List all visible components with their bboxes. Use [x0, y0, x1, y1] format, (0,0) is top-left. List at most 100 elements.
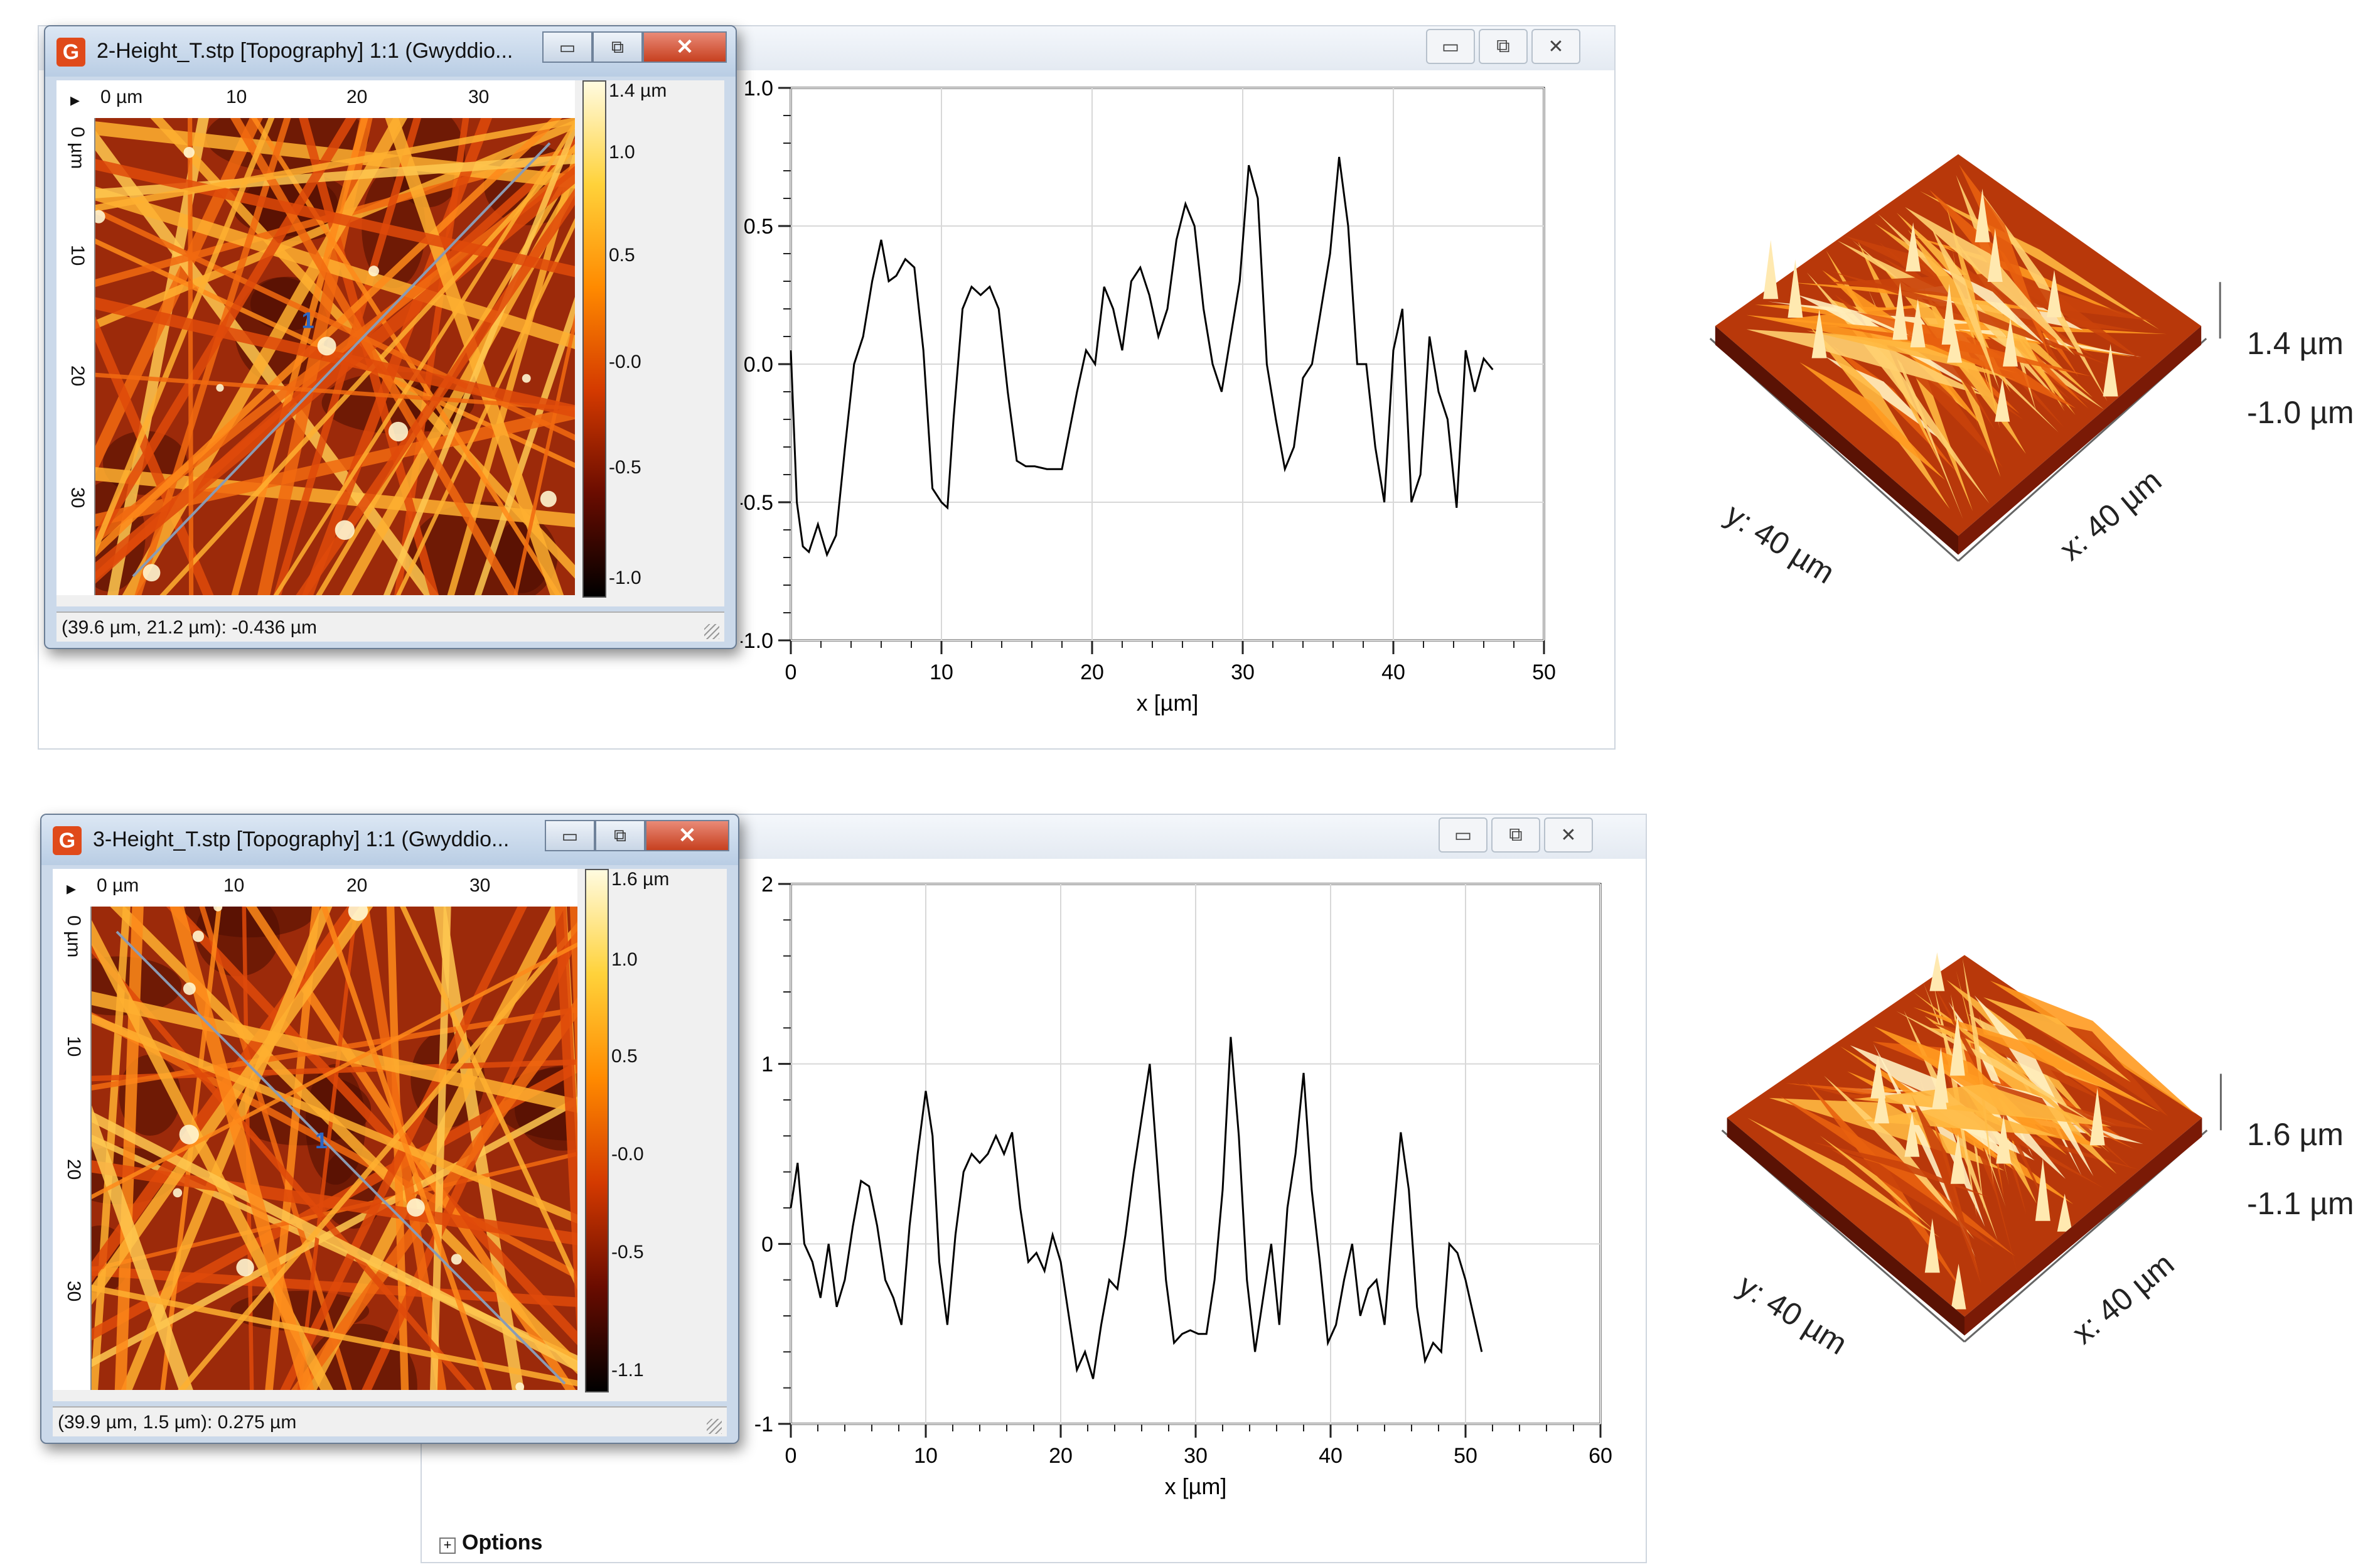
hruler-label: 20: [346, 875, 368, 896]
ruler-arrow-icon[interactable]: ▸: [70, 90, 80, 110]
surface-side: [1715, 326, 1958, 555]
restore-button[interactable]: ⧉: [595, 820, 645, 851]
profile-selection-line[interactable]: [132, 142, 551, 578]
bright-spot: [317, 337, 336, 356]
close-button[interactable]: ✕: [645, 820, 729, 851]
bright-spot: [173, 1188, 183, 1198]
topography-image[interactable]: 1: [92, 907, 577, 1390]
close-button[interactable]: ✕: [1531, 29, 1580, 64]
x-tick-label: 40: [1381, 660, 1405, 684]
x-tick-label: 30: [1184, 1444, 1208, 1468]
surface-z-top: 1.6 µm: [2247, 1117, 2344, 1152]
fiber-strand: [383, 119, 575, 595]
window-titlebar[interactable]: G 3-Height_T.stp [Topography] 1:1 (Gwydd…: [41, 815, 738, 865]
surface-ridge: [1853, 1084, 2112, 1127]
data-window-2[interactable]: G 3-Height_T.stp [Topography] 1:1 (Gwydd…: [40, 814, 739, 1444]
gwyddion-app-icon: G: [53, 826, 82, 855]
surface-side: [1965, 1117, 2202, 1336]
surface-peak: [1904, 1112, 1920, 1157]
surface-peak: [2035, 1158, 2050, 1221]
bright-spot: [522, 374, 531, 383]
colorbar-label: 1.4 µm: [609, 80, 667, 101]
bright-spot: [348, 907, 368, 921]
x-tick-label: 10: [914, 1444, 938, 1468]
surface-peak: [1763, 240, 1779, 299]
surface-peak: [1874, 1081, 1890, 1124]
window-titlebar[interactable]: G 2-Height_T.stp [Topography] 1:1 (Gwydd…: [45, 26, 736, 77]
x-axis-label: x [µm]: [1137, 690, 1199, 716]
minimize-button[interactable]: ▭: [542, 31, 592, 63]
surface-peak: [2103, 343, 2118, 397]
vruler-label: 10: [63, 1036, 84, 1057]
surface-3d-view: [1721, 952, 2222, 1343]
topography-image[interactable]: 1: [95, 118, 575, 595]
surface-peak: [1996, 1115, 2012, 1164]
surface-side: [1958, 326, 2202, 555]
surface-ridge: [1825, 357, 1942, 441]
x-tick-label: 0: [785, 1444, 797, 1468]
colorbar: [582, 80, 606, 598]
fiber-strand: [159, 144, 575, 595]
x-tick-label: 30: [1231, 660, 1255, 684]
ruler-arrow-icon[interactable]: ▸: [67, 878, 77, 899]
surface-ridge: [1873, 1091, 2035, 1161]
vruler-label: 0 µm: [67, 127, 88, 170]
y-tick-label: 0: [761, 1232, 773, 1256]
bright-spot: [451, 1254, 462, 1265]
vertical-ruler: 0 µm 10 20 30: [56, 118, 95, 595]
surface-peak: [1892, 283, 1908, 340]
bright-spot: [183, 982, 196, 995]
close-button[interactable]: ✕: [643, 31, 727, 63]
colorbar-label: 1.0: [611, 949, 638, 970]
expander-plus-icon: +: [439, 1537, 456, 1554]
maximize-button[interactable]: ⧉: [1479, 29, 1528, 64]
resize-grip-icon[interactable]: [704, 624, 719, 639]
maximize-button[interactable]: ⧉: [1491, 817, 1540, 853]
bright-spot: [179, 1124, 199, 1144]
fiber-strand: [95, 297, 575, 417]
profile-selection-line[interactable]: [115, 930, 566, 1385]
surface-peak: [1987, 229, 2003, 282]
minimize-button[interactable]: ▭: [1439, 817, 1488, 853]
x-tick-label: 40: [1319, 1444, 1343, 1468]
fiber-strand: [122, 118, 408, 595]
resize-grip-icon[interactable]: [707, 1419, 722, 1434]
hruler-label: 10: [226, 87, 247, 107]
minimize-button[interactable]: ▭: [545, 820, 595, 851]
x-tick-label: 50: [1454, 1444, 1477, 1468]
hruler-label: 0 µm: [100, 87, 143, 107]
surface-peak: [2057, 1193, 2072, 1232]
colorbar-label: -0.0: [609, 352, 641, 372]
y-tick-label: 0.5: [744, 215, 773, 239]
colorbar-label: -1.0: [609, 568, 641, 588]
fiber-strand: [92, 1105, 193, 1390]
surface-peak: [2089, 1087, 2105, 1146]
vruler-label: 0 µm: [63, 915, 84, 958]
colorbar-label: 0.5: [611, 1046, 638, 1067]
vruler-label: 30: [67, 487, 88, 509]
surface-peak: [2046, 270, 2062, 318]
x-tick-label: 60: [1589, 1444, 1612, 1468]
surface-peak: [1811, 309, 1827, 358]
surface-ridge: [1946, 207, 2000, 429]
colorbar-label: 1.6 µm: [611, 869, 670, 890]
fiber-strand: [92, 1111, 577, 1372]
data-window-1[interactable]: G 2-Height_T.stp [Topography] 1:1 (Gwydd…: [44, 25, 737, 649]
fiber-strand: [92, 1012, 577, 1280]
options-expander[interactable]: + Options: [439, 1531, 542, 1555]
status-bar: (39.6 µm, 21.2 µm): -0.436 µm: [56, 611, 724, 642]
minimize-button[interactable]: ▭: [1426, 29, 1475, 64]
fiber-strand: [199, 907, 353, 1390]
surface-peak: [1950, 1134, 1966, 1184]
restore-button[interactable]: ⧉: [592, 31, 643, 63]
bright-spot: [406, 1198, 425, 1217]
fiber-strand: [114, 907, 144, 1390]
bright-spot: [236, 1258, 254, 1277]
surface-ridge: [1934, 986, 1977, 1217]
colorbar-label: 1.0: [609, 142, 635, 163]
surface-ridge: [1747, 1117, 1940, 1238]
surface-peak: [1951, 1263, 1966, 1310]
hruler-label: 30: [468, 87, 490, 107]
close-button[interactable]: ✕: [1544, 817, 1593, 853]
horizontal-ruler: ▸ 0 µm 10 20 30: [53, 869, 577, 908]
